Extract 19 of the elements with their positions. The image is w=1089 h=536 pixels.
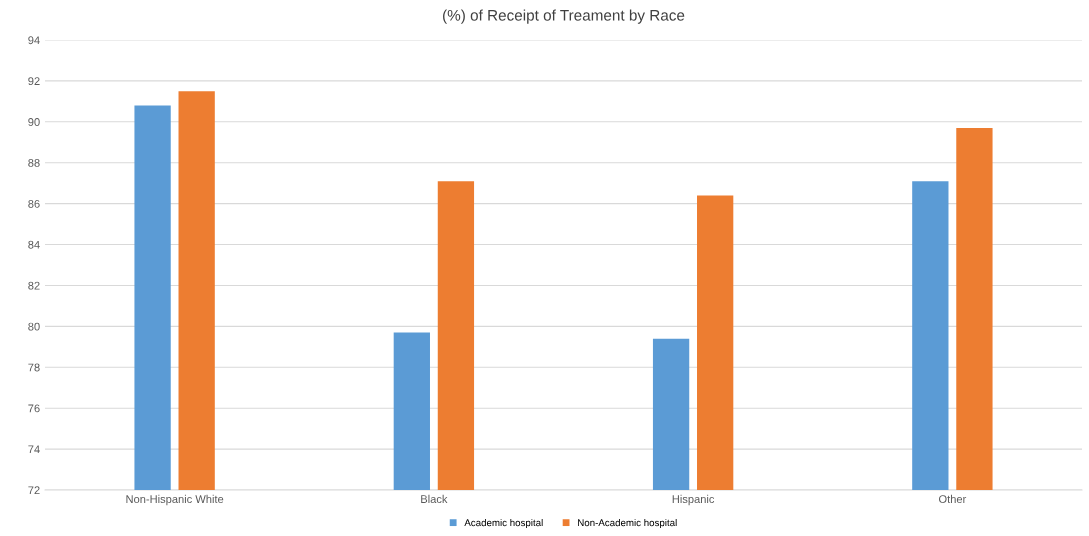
y-tick-label: 80 (28, 322, 40, 331)
x-tick-label: Other (939, 494, 967, 504)
y-tick-label: 88 (28, 158, 40, 167)
y-tick-label: 82 (28, 281, 40, 290)
y-tick-label: 72 (28, 486, 40, 495)
chart-title: (%) of Receipt of Treament by Race (443, 9, 685, 24)
y-tick-label: 74 (28, 445, 40, 454)
y-tick-label: 86 (28, 199, 40, 208)
legend-label: Academic hospital (464, 519, 543, 529)
x-tick-label: Black (421, 494, 448, 504)
x-tick-label: Non-Hispanic White (126, 494, 224, 506)
legend-label: Non-Academic hospital (578, 519, 677, 529)
y-tick-label: 92 (28, 77, 40, 86)
y-tick-label: 84 (28, 240, 40, 249)
y-tick-label: 76 (28, 404, 40, 413)
y-tick-label: 78 (28, 363, 40, 372)
y-tick-label: 90 (28, 118, 40, 126)
y-tick-label: 94 (28, 36, 40, 45)
x-tick-label: Hispanic (672, 494, 715, 506)
